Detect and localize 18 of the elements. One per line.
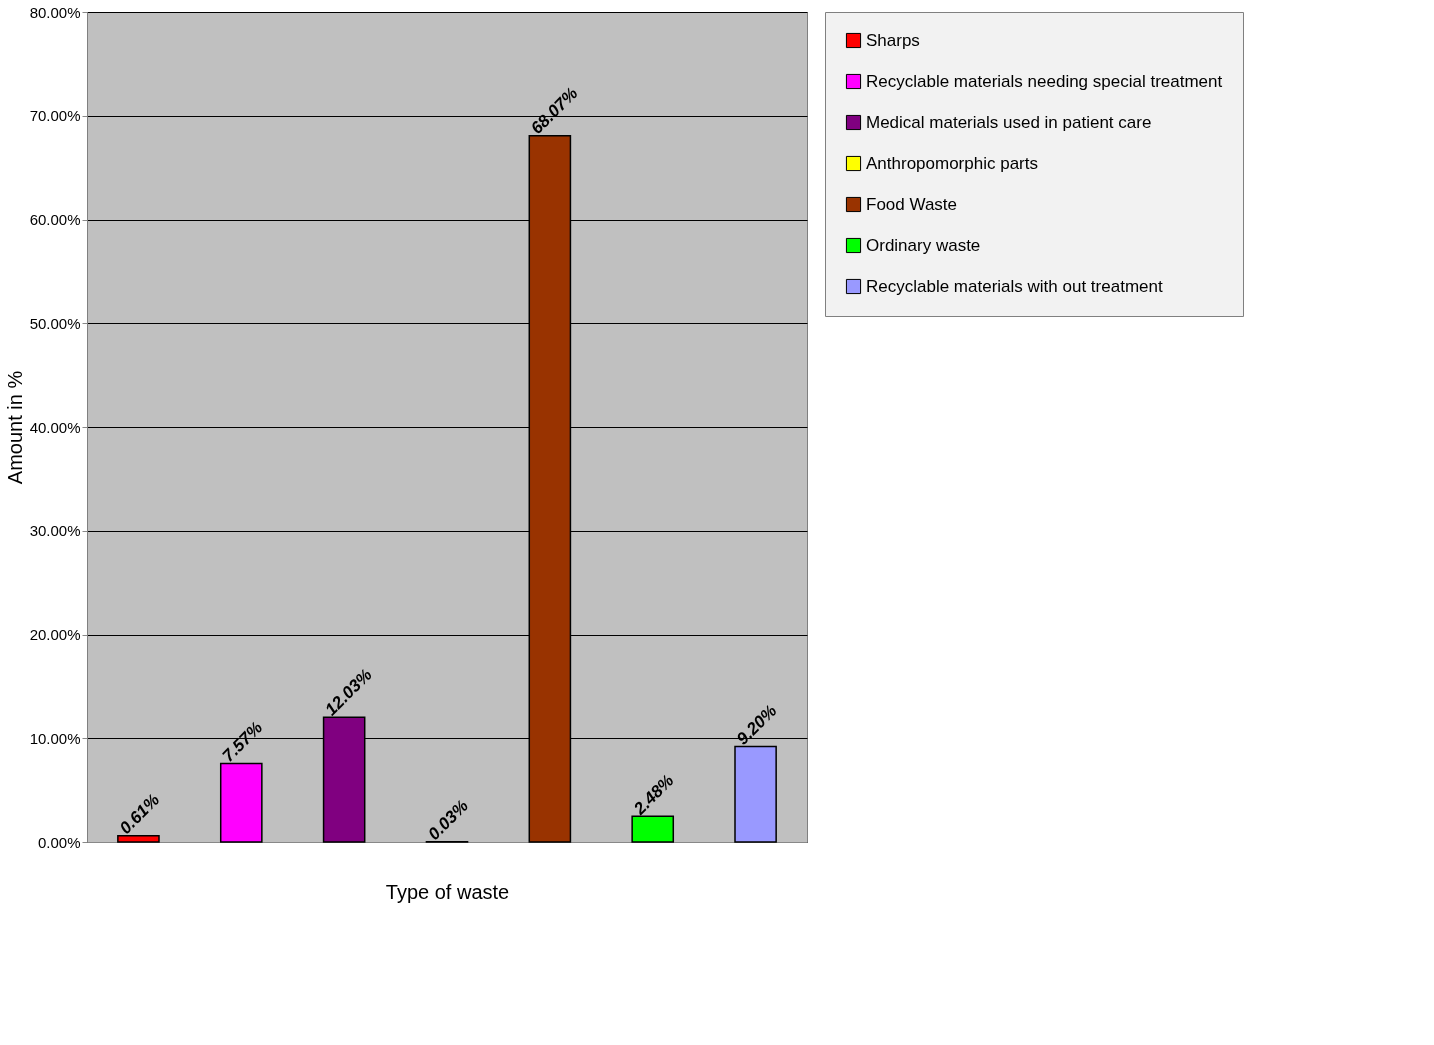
y-tick-label: 60.00% bbox=[29, 211, 81, 228]
y-tick-label: 50.00% bbox=[29, 314, 81, 332]
y-tick-label: 40.00% bbox=[29, 418, 81, 436]
y-tick-label: 0.00% bbox=[37, 833, 81, 851]
x-axis-title: Type of waste bbox=[385, 880, 510, 903]
legend-label: Sharps bbox=[866, 30, 920, 50]
legend-label: Food Waste bbox=[866, 194, 958, 214]
legend-label: Medical materials used in patient care bbox=[866, 112, 1152, 132]
legend-label: Anthropomorphic parts bbox=[866, 153, 1038, 173]
legend-label: Recyclable materials with out treatment bbox=[866, 276, 1163, 296]
y-tick-label: 30.00% bbox=[29, 522, 81, 540]
legend-label: Recyclable materials needing special treatment bbox=[866, 71, 1223, 91]
y-tick-label: 80.00% bbox=[29, 3, 81, 21]
y-tick-label: 20.00% bbox=[29, 626, 81, 643]
y-tick-label: 70.00% bbox=[29, 107, 81, 125]
y-tick-label: 10.00% bbox=[29, 729, 81, 747]
y-axis-title: Amount in % bbox=[3, 370, 26, 485]
legend-label: Ordinary waste bbox=[866, 235, 981, 255]
